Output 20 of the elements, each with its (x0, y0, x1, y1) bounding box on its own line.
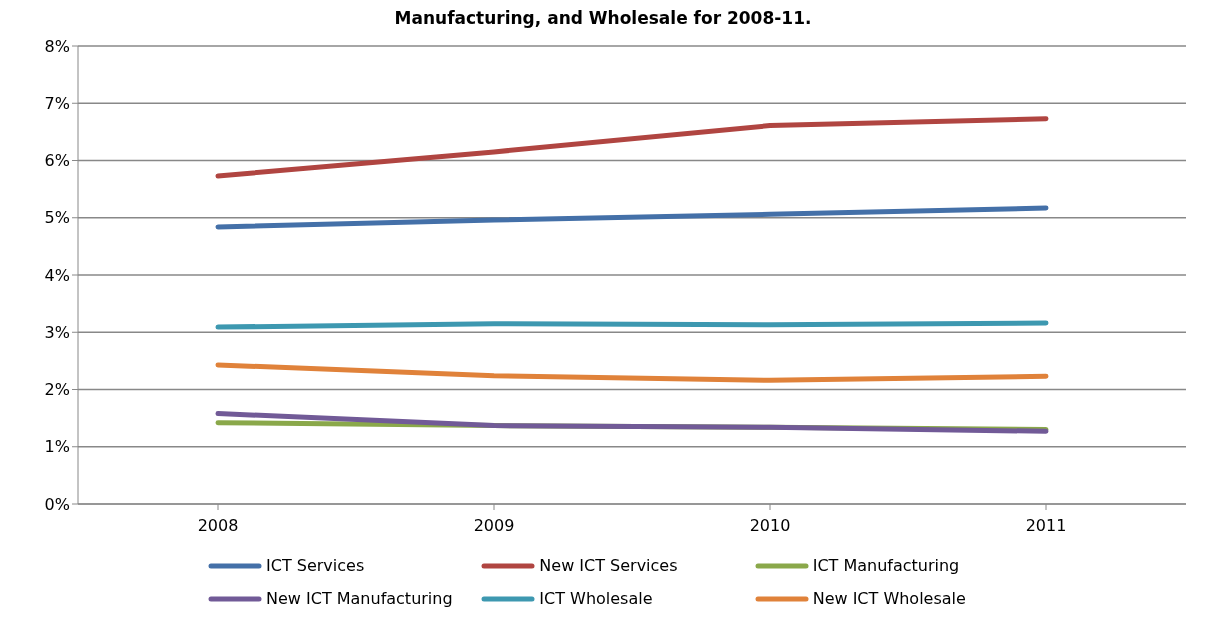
x-tick-label: 2008 (197, 516, 239, 536)
chart-title: Manufacturing, and Wholesale for 2008-11. (393, 8, 813, 30)
y-tick-label: 6% (44, 151, 70, 171)
legend-label: New ICT Manufacturing (266, 589, 453, 608)
x-tick-label: 2009 (473, 516, 515, 536)
legend-label: ICT Manufacturing (812, 556, 960, 575)
legend-label: New ICT Wholesale (812, 589, 966, 608)
legend-label: New ICT Services (539, 556, 678, 575)
y-tick-label: 2% (44, 380, 70, 400)
y-tick-label: 3% (44, 322, 70, 342)
x-tick-label: 2010 (749, 516, 791, 536)
legend-label: ICT Wholesale (539, 589, 653, 608)
y-tick-label: 1% (44, 437, 70, 457)
y-tick-label: 4% (44, 265, 70, 285)
y-tick-label: 7% (44, 93, 70, 113)
x-tick-label: 2011 (1025, 516, 1067, 536)
y-tick-label: 5% (44, 208, 70, 228)
legend-label: ICT Services (266, 556, 365, 575)
y-tick-label: 8% (44, 36, 70, 56)
y-tick-label: 0% (44, 494, 70, 514)
